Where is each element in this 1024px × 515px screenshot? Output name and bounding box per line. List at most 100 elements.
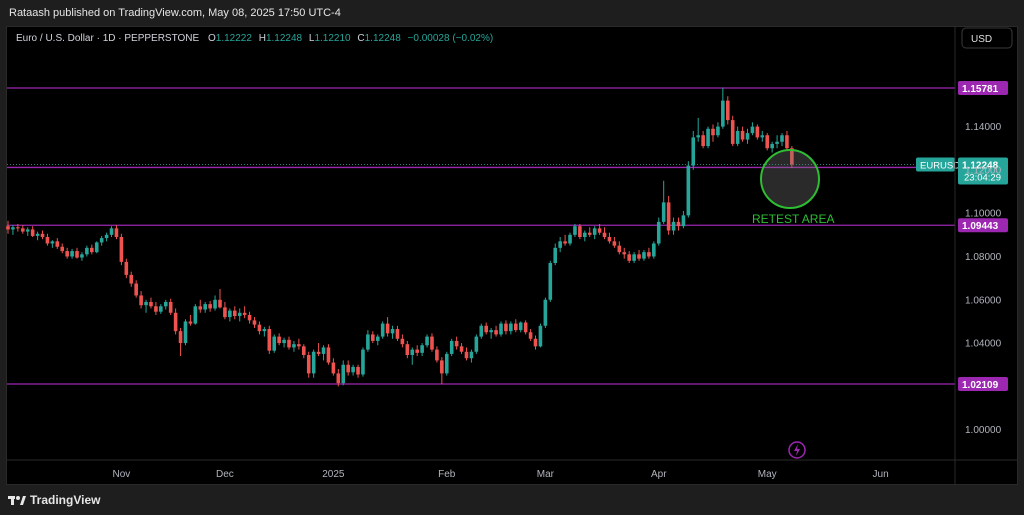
candle: [45, 233, 50, 246]
currency-button[interactable]: USD: [961, 27, 1013, 49]
candle: [371, 331, 375, 344]
candle-body: [90, 247, 94, 253]
candle-body: [203, 304, 207, 310]
candle: [523, 320, 528, 335]
candle: [474, 334, 479, 354]
candle-body: [55, 241, 60, 247]
candle-body: [716, 126, 720, 136]
candle-body: [775, 141, 779, 144]
candle-body: [568, 234, 572, 244]
candle-body: [70, 251, 74, 257]
candle-body: [282, 339, 286, 344]
candle-body: [218, 299, 222, 308]
time-tick-label: 2025: [322, 469, 345, 480]
candle-body: [395, 329, 400, 339]
candle: [504, 320, 508, 335]
candle-body: [420, 345, 424, 353]
candle: [489, 327, 493, 339]
candle-body: [602, 232, 607, 238]
candle: [326, 344, 331, 365]
candle-body: [262, 329, 267, 332]
candle: [735, 126, 740, 147]
candle: [35, 231, 40, 241]
candle: [25, 227, 30, 236]
candle: [652, 241, 656, 259]
legend-close-value: 1.12248: [365, 33, 402, 44]
candle: [50, 240, 55, 248]
price-tick-label: 1.08000: [965, 252, 1002, 263]
candle: [104, 232, 109, 242]
tradingview-logo-icon: [8, 496, 26, 505]
candle: [444, 351, 449, 376]
candle-body: [114, 228, 119, 238]
candle-body: [311, 351, 316, 374]
candle: [528, 329, 533, 341]
candle-body: [341, 364, 346, 384]
price-tick-label: 1.06000: [965, 295, 1002, 306]
candle-body: [326, 347, 331, 363]
candle: [237, 308, 242, 322]
candle: [341, 360, 346, 386]
candle: [425, 334, 429, 348]
candle: [597, 224, 602, 235]
candle-body: [681, 215, 686, 227]
legend-open-label: O: [208, 33, 216, 44]
candle: [696, 117, 700, 142]
candle: [740, 126, 745, 142]
candle: [430, 333, 434, 352]
candle-body: [252, 320, 257, 325]
candle: [232, 306, 237, 320]
candle: [11, 225, 15, 235]
candle: [306, 351, 311, 378]
candle-body: [321, 347, 326, 354]
candle: [770, 141, 774, 153]
candle-body: [297, 344, 301, 347]
candle-body: [94, 242, 99, 253]
candle-body: [228, 310, 232, 318]
candle: [109, 226, 114, 238]
candle-body: [75, 251, 79, 258]
candle: [75, 247, 79, 259]
legend-open-value: 1.12222: [216, 33, 253, 44]
candle: [583, 230, 587, 242]
candle: [405, 340, 410, 359]
candle: [94, 241, 99, 254]
candle-body: [129, 274, 134, 284]
candle-body: [80, 254, 84, 258]
candle-body: [479, 325, 484, 337]
candle-body: [50, 241, 55, 244]
candle: [321, 345, 326, 361]
candle: [415, 345, 419, 357]
candle-body: [666, 202, 671, 231]
candle: [686, 161, 691, 218]
candle-body: [247, 314, 252, 321]
candle: [449, 338, 454, 357]
candle: [287, 336, 291, 350]
candle-body: [587, 232, 592, 235]
candle-body: [331, 362, 336, 374]
candle: [725, 96, 730, 125]
candle-body: [302, 346, 306, 355]
candle-body: [168, 301, 173, 313]
candle: [701, 130, 705, 149]
candle-body: [528, 332, 533, 339]
candle-body: [198, 306, 203, 310]
lightning-icon[interactable]: [788, 441, 806, 459]
candle: [721, 87, 725, 129]
candle-body: [676, 221, 681, 227]
candle-body: [277, 336, 281, 344]
candle-body: [85, 247, 89, 255]
candle: [484, 322, 489, 335]
candle-body: [740, 130, 745, 140]
candle: [173, 308, 178, 335]
candle: [144, 299, 148, 313]
candle-body: [538, 325, 543, 347]
candle: [80, 252, 84, 261]
current-price-tag: [958, 157, 1008, 185]
candle-body: [257, 324, 262, 332]
candle-body: [30, 229, 35, 236]
candle: [716, 122, 720, 138]
candle: [578, 224, 582, 240]
